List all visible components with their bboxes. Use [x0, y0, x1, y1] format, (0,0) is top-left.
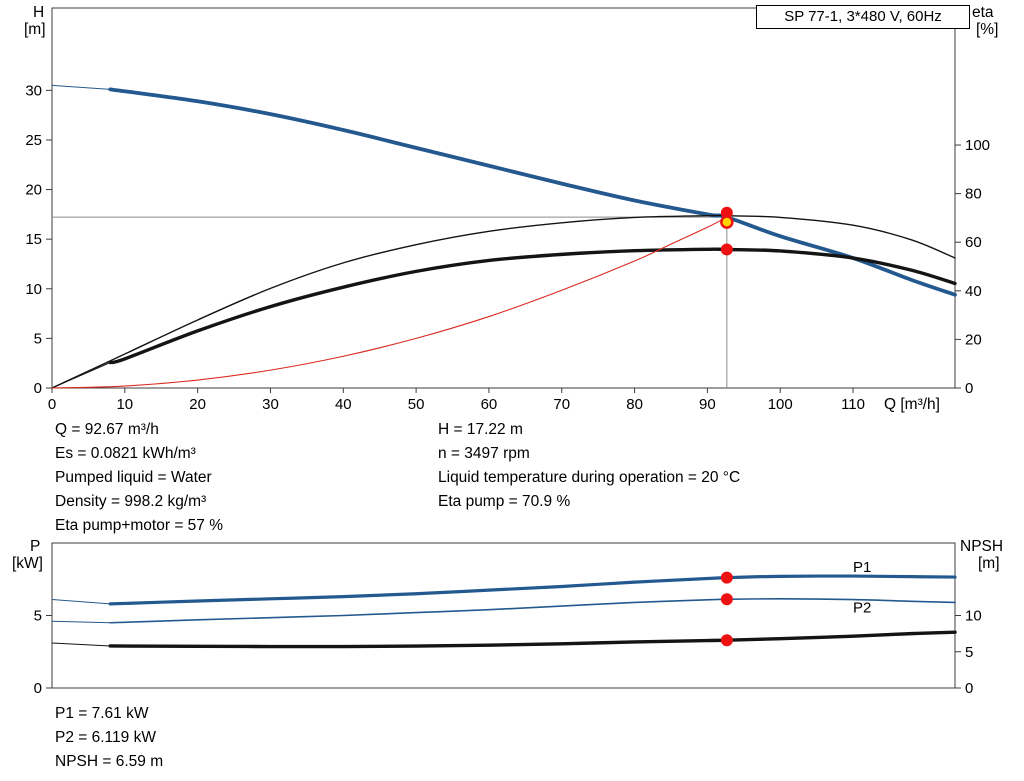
x-tick-label: 80	[626, 396, 643, 413]
curve-head-curve	[108, 87, 957, 297]
x-tick-label: 40	[335, 396, 352, 413]
duty-info-left: Q = 92.67 m³/h Es = 0.0821 kWh/m³ Pumped…	[55, 418, 223, 538]
left-tick-label: 5	[34, 330, 42, 347]
curve-system-curve	[51, 216, 728, 389]
left-tick-label: 15	[25, 231, 42, 248]
left-tick-label: 25	[25, 132, 42, 149]
x-tick-label: 90	[699, 396, 716, 413]
npsh-axis-unit: [m]	[978, 555, 1000, 572]
left-tick-label: 0	[34, 380, 42, 397]
info-line-density: Density = 998.2 kg/m³	[55, 493, 207, 510]
marker-eta-motor-point	[720, 243, 733, 256]
left-tick-label: 30	[25, 82, 42, 99]
right-tick-label: 5	[965, 644, 973, 661]
curve-p2-curve	[109, 598, 956, 624]
left-tick-label: 20	[25, 182, 42, 199]
x-tick-label: 30	[262, 396, 279, 413]
info-line-temp: Liquid temperature during operation = 20…	[438, 469, 741, 486]
left-tick-label: 5	[34, 608, 42, 625]
info-line-p2: P2 = 6.119 kW	[55, 729, 156, 746]
curve-lead-head-curve	[51, 84, 111, 90]
info-line-npsh: NPSH = 6.59 m	[55, 753, 164, 770]
marker-eta-pump-point	[720, 206, 733, 219]
x-tick-label: 100	[768, 396, 793, 413]
right-tick-label: 0	[965, 680, 973, 697]
x-tick-label: 50	[408, 396, 425, 413]
x-tick-label: 60	[481, 396, 498, 413]
marker-duty-point	[720, 215, 734, 229]
duty-info-right: H = 17.22 m n = 3497 rpm Liquid temperat…	[438, 418, 740, 514]
series-label-P1: P1	[853, 559, 871, 576]
curve-eta-pump-motor-curve	[108, 247, 957, 365]
x-tick-label: 10	[116, 396, 133, 413]
x-tick-label: 70	[553, 396, 570, 413]
right-tick-label: 80	[965, 186, 982, 203]
right-tick-label: 10	[965, 608, 982, 625]
curve-npsh-curve	[108, 630, 957, 649]
right-tick-label: 40	[965, 283, 982, 300]
p-axis-title: P	[30, 538, 41, 555]
info-line-h: H = 17.22 m	[438, 421, 523, 438]
info-line-n: n = 3497 rpm	[438, 445, 530, 462]
x-tick-label: 0	[48, 396, 56, 413]
curve-lead-p2-curve	[51, 620, 111, 624]
plot-frame	[51, 7, 956, 389]
pump-model-box: SP 77-1, 3*480 V, 60Hz	[756, 5, 970, 29]
right-tick-label: 60	[965, 234, 982, 251]
right-tick-label: 20	[965, 331, 982, 348]
info-line-eta-pump: Eta pump = 70.9 %	[438, 493, 571, 510]
x-tick-label: 20	[189, 396, 206, 413]
x-tick-label: 110	[841, 396, 865, 413]
q-axis-label: Q [m³/h]	[884, 396, 940, 413]
right-tick-label: 100	[965, 137, 990, 154]
eta-axis-title: eta	[972, 4, 994, 21]
marker-p1-point	[720, 571, 733, 584]
info-line-liquid: Pumped liquid = Water	[55, 469, 212, 486]
plot-frame	[51, 542, 956, 689]
left-tick-label: 0	[34, 680, 42, 697]
h-axis-unit: [m]	[24, 21, 46, 38]
left-tick-label: 10	[25, 281, 42, 298]
info-line-q: Q = 92.67 m³/h	[55, 421, 159, 438]
info-line-eta-total: Eta pump+motor = 57 %	[55, 517, 224, 534]
h-axis-title: H	[33, 4, 45, 21]
p-axis-unit: [kW]	[12, 555, 43, 572]
curve-lead-eta-pump-motor-curve	[51, 362, 111, 389]
curve-eta-pump-curve	[51, 214, 956, 389]
info-line-p1: P1 = 7.61 kW	[55, 705, 149, 722]
right-tick-label: 0	[965, 380, 973, 397]
curve-lead-p1-curve	[51, 599, 111, 605]
marker-npsh-point	[720, 634, 733, 647]
power-info: P1 = 7.61 kW P2 = 6.119 kW NPSH = 6.59 m	[55, 702, 163, 774]
series-label-P2: P2	[853, 600, 871, 617]
eta-axis-unit: [%]	[976, 21, 999, 38]
npsh-axis-title: NPSH	[960, 538, 1004, 555]
curve-p1-curve	[108, 574, 957, 606]
curve-lead-npsh-curve	[51, 642, 111, 647]
info-line-es: Es = 0.0821 kWh/m³	[55, 445, 196, 462]
marker-p2-point	[720, 593, 733, 606]
